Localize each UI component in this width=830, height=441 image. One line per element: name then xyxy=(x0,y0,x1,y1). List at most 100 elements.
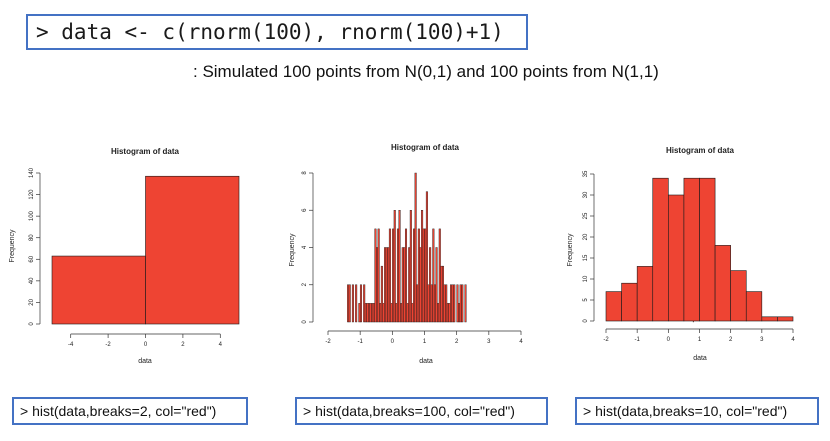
r-code-line: > data <- c(rnorm(100), rnorm(100)+1) xyxy=(26,14,528,50)
histogram-bar xyxy=(459,284,462,323)
y-tick-label: 0 xyxy=(302,320,308,324)
x-tick-label: -4 xyxy=(68,342,74,348)
y-tick-label: 4 xyxy=(302,245,308,249)
x-tick-label: -2 xyxy=(325,339,331,345)
histogram-bar xyxy=(145,175,240,325)
histogram-bar xyxy=(429,247,432,323)
histogram-bar xyxy=(347,284,350,323)
x-tick-label: -1 xyxy=(357,339,363,345)
histogram-breaks-100: Histogram of data Frequency data -2 -1 0 1 2… xyxy=(289,143,694,365)
histogram-bar xyxy=(424,228,427,323)
histogram-bar xyxy=(401,247,404,323)
x-axis-label: data xyxy=(419,358,433,365)
x-tick-label: 2 xyxy=(729,337,733,343)
y-tick-label: 120 xyxy=(29,189,35,200)
histogram-bar xyxy=(382,303,385,323)
x-tick-label: -2 xyxy=(105,342,111,348)
y-axis-label: Frequency xyxy=(289,233,296,267)
y-tick-label: 8 xyxy=(302,171,308,175)
histogram-bar xyxy=(385,247,388,323)
histogram-bar xyxy=(376,247,379,323)
x-axis-label: data xyxy=(138,358,152,365)
histogram-bar xyxy=(461,284,464,323)
histogram-bar xyxy=(422,228,425,323)
y-axis-label: Frequency xyxy=(567,233,574,267)
histogram-bar xyxy=(359,284,362,323)
y-axis-label: Frequency xyxy=(9,229,16,263)
histogram-bar xyxy=(395,303,398,323)
histogram-bar xyxy=(699,177,716,322)
x-tick-label: 4 xyxy=(791,337,795,343)
histogram-bar xyxy=(393,210,396,323)
histogram-bar xyxy=(453,284,456,323)
histogram-bar xyxy=(379,303,382,323)
y-tick-label: 20 xyxy=(583,233,589,240)
x-tick-label: 3 xyxy=(487,339,491,345)
y-tick-label: 100 xyxy=(29,210,35,221)
histogram-bars xyxy=(51,175,240,325)
histogram-bar xyxy=(406,303,409,323)
histogram-bar xyxy=(433,284,436,323)
y-tick-label: 60 xyxy=(29,255,35,262)
histogram-bar xyxy=(458,303,461,323)
histogram-bar xyxy=(438,228,441,323)
histogram-bar xyxy=(409,210,412,323)
histogram-bar xyxy=(374,228,377,323)
histogram-bar xyxy=(464,284,467,323)
histogram-bar xyxy=(351,284,354,323)
histogram-bar xyxy=(451,284,454,323)
histogram-bar xyxy=(384,247,387,323)
histogram-bar xyxy=(377,228,380,323)
histogram-bar xyxy=(363,284,366,323)
histogram-bar xyxy=(380,265,383,323)
histogram-bar xyxy=(371,303,374,323)
histogram-breaks-2: Histogram of data Frequency data -4 -2 0 2 4… xyxy=(9,147,240,365)
histogram-bar xyxy=(366,303,369,323)
histogram-bar xyxy=(432,228,435,323)
y-tick-label: 6 xyxy=(302,208,308,212)
histogram-bar xyxy=(730,270,747,322)
y-tick-label: 2 xyxy=(302,282,308,286)
x-axis-label: data xyxy=(693,355,707,362)
histogram-bar xyxy=(408,247,411,323)
chart-title: Histogram of data xyxy=(391,143,460,152)
y-tick-label: 35 xyxy=(583,170,589,177)
histogram-bar xyxy=(358,303,361,323)
y-tick-label: 0 xyxy=(29,322,35,326)
histogram-bar xyxy=(388,228,391,323)
x-tick-label: 2 xyxy=(181,342,185,348)
histogram-bar xyxy=(745,291,763,322)
y-tick-label: 15 xyxy=(583,254,589,261)
histogram-bar xyxy=(413,228,416,323)
histogram-bar xyxy=(51,255,146,325)
histogram-bar xyxy=(419,247,422,323)
x-tick-label: -1 xyxy=(634,337,640,343)
y-tick-label: 20 xyxy=(29,298,35,305)
histogram-bar xyxy=(417,228,420,323)
histogram-bar xyxy=(437,303,440,323)
y-tick-label: 80 xyxy=(29,234,35,241)
x-tick-label: 0 xyxy=(667,337,671,343)
histogram-bar xyxy=(441,265,444,323)
histogram-bar xyxy=(777,316,794,322)
histogram-bar xyxy=(621,282,638,322)
histogram-bar xyxy=(668,194,685,322)
hist-command-breaks-100: > hist(data,breaks=100, col="red") xyxy=(295,397,548,425)
hist-command-breaks-10: > hist(data,breaks=10, col="red") xyxy=(575,397,819,425)
simulation-caption: : Simulated 100 points from N(0,1) and 1… xyxy=(193,62,659,81)
histogram-bars xyxy=(605,177,794,322)
histogram-bar xyxy=(372,303,375,323)
histogram-bar xyxy=(425,191,428,323)
histogram-breaks-10: Histogram of data Frequency data -2 -1 0 1 2… xyxy=(567,146,795,362)
y-tick-label: 25 xyxy=(583,212,589,219)
histogram-bars xyxy=(347,172,694,323)
histogram-bar xyxy=(368,303,371,323)
histogram-bar xyxy=(387,247,390,323)
x-tick-label: 1 xyxy=(698,337,702,343)
histogram-bar xyxy=(396,228,399,323)
histogram-bar xyxy=(411,303,414,323)
y-tick-label: 30 xyxy=(583,191,589,198)
histogram-bar xyxy=(364,303,367,323)
x-tick-label: 1 xyxy=(423,339,427,345)
histogram-bar xyxy=(369,303,372,323)
